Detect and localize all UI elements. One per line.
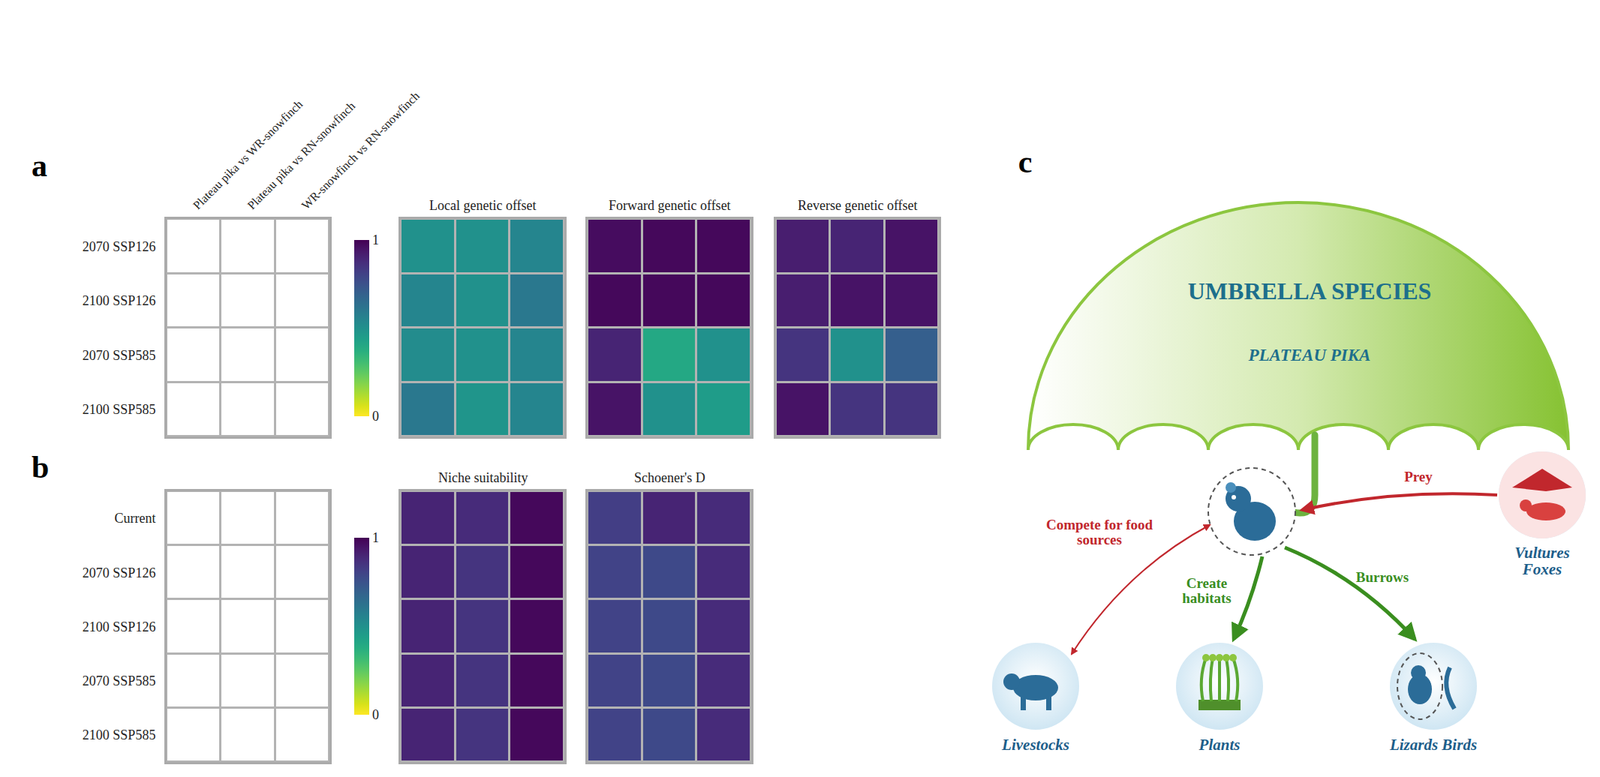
svg-text:WR-snowfinch vs RN-snowfinch: WR-snowfinch vs RN-snowfinch bbox=[299, 89, 422, 212]
html-text:PLATEAU PIKA: PLATEAU PIKA bbox=[1248, 345, 1371, 365]
svg-text:2070 SSP126: 2070 SSP126 bbox=[82, 565, 157, 581]
svg-text:0: 0 bbox=[372, 409, 379, 425]
svg-text:b: b bbox=[31, 450, 49, 485]
svg-text:2100 SSP126: 2100 SSP126 bbox=[82, 293, 157, 309]
html-text:Lizards Birds: Lizards Birds bbox=[1389, 736, 1477, 755]
svg-text:2100 SSP585: 2100 SSP585 bbox=[82, 727, 157, 743]
html-text:Vultures Foxes: Vultures Foxes bbox=[1514, 544, 1570, 579]
svg-text:Plateau pika vs WR-snowfinch: Plateau pika vs WR-snowfinch bbox=[190, 97, 306, 213]
html-text:Prey: Prey bbox=[1404, 469, 1433, 485]
svg-text:Schoener's D: Schoener's D bbox=[634, 470, 706, 486]
svg-text:Reverse genetic offset: Reverse genetic offset bbox=[797, 198, 918, 214]
html-text:Livestocks: Livestocks bbox=[1001, 736, 1070, 755]
html-text:Create habitats: Create habitats bbox=[1182, 575, 1232, 607]
svg-text:2070 SSP126: 2070 SSP126 bbox=[82, 239, 157, 255]
svg-text:Plateau pika vs RN-snowfinch: Plateau pika vs RN-snowfinch bbox=[244, 99, 358, 213]
svg-text:2070 SSP585: 2070 SSP585 bbox=[82, 348, 157, 364]
html-text:Plants: Plants bbox=[1198, 736, 1241, 755]
svg-text:a: a bbox=[31, 148, 48, 184]
svg-text:2100 SSP585: 2100 SSP585 bbox=[82, 402, 157, 418]
html-text:Burrows: Burrows bbox=[1355, 569, 1409, 586]
svg-text:1: 1 bbox=[372, 530, 379, 546]
svg-text:Local genetic offset: Local genetic offset bbox=[429, 198, 537, 214]
html-text:Compete for food sources: Compete for food sources bbox=[1046, 517, 1153, 548]
svg-text:Current: Current bbox=[114, 511, 156, 527]
svg-text:2100 SSP126: 2100 SSP126 bbox=[82, 619, 157, 635]
svg-text:Forward genetic offset: Forward genetic offset bbox=[608, 198, 731, 214]
svg-text:Niche suitability: Niche suitability bbox=[438, 470, 528, 486]
svg-text:1: 1 bbox=[372, 232, 379, 248]
html-text:UMBRELLA SPECIES: UMBRELLA SPECIES bbox=[1187, 277, 1432, 305]
svg-text:0: 0 bbox=[372, 707, 379, 723]
html-text:c: c bbox=[1018, 144, 1033, 180]
svg-text:2070 SSP585: 2070 SSP585 bbox=[82, 673, 157, 689]
